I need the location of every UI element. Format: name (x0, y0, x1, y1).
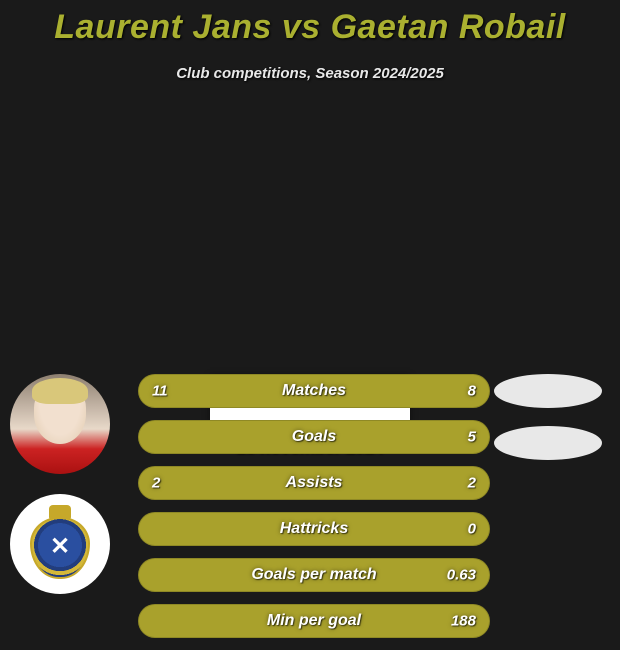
stat-bar: 11 Matches 8 (138, 374, 490, 408)
club-crest: ✕ (10, 494, 110, 594)
left-avatar-column: ✕ (10, 374, 110, 614)
stat-label: Goals (292, 428, 336, 446)
stat-bar: Goals 5 (138, 420, 490, 454)
page-title: Laurent Jans vs Gaetan Robail (0, 0, 620, 47)
stat-bar: 2 Assists 2 (138, 466, 490, 500)
opponent-crest-placeholder (494, 426, 602, 460)
player-avatar (10, 374, 110, 474)
stat-value-left: 11 (152, 383, 168, 400)
stat-value-right: 0 (468, 521, 476, 538)
right-avatar-column (494, 374, 602, 478)
stat-bar-list: 11 Matches 8 Goals 5 2 Assists 2 Hattricks 0 Goals… (138, 374, 490, 650)
opponent-avatar-placeholder (494, 374, 602, 408)
stat-value-left: 2 (152, 475, 160, 492)
page-subtitle: Club competitions, Season 2024/2025 (0, 65, 620, 82)
stat-bar: Min per goal 188 (138, 604, 490, 638)
stat-value-right: 2 (468, 475, 476, 492)
stat-value-right: 8 (468, 383, 476, 400)
stat-value-right: 188 (451, 613, 476, 630)
stat-value-right: 0.63 (447, 567, 476, 584)
stat-bar: Hattricks 0 (138, 512, 490, 546)
stat-label: Assists (286, 474, 343, 492)
stat-value-right: 5 (468, 429, 476, 446)
stat-label: Goals per match (251, 566, 376, 584)
stat-bar: Goals per match 0.63 (138, 558, 490, 592)
stat-label: Matches (282, 382, 346, 400)
comparison-panel: ✕ 11Matches8Goals52Assists2Hattricks0Goa… (0, 374, 620, 458)
stat-label: Min per goal (267, 612, 361, 630)
stat-label: Hattricks (280, 520, 348, 538)
